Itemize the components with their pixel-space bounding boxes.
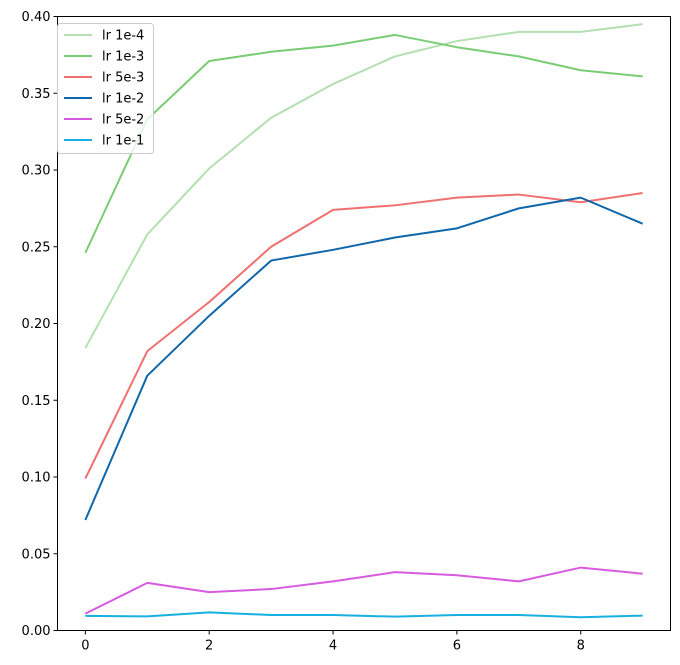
x-tick-label: 2 [205, 639, 213, 654]
series-line-lr-1e-3 [84, 33, 643, 254]
legend-label: lr 1e-3 [102, 50, 144, 65]
x-tick-label: 6 [453, 639, 461, 654]
series-line-lr-1e-2 [84, 196, 644, 521]
x-axis: 0 2 4 6 8 [81, 630, 585, 654]
y-axis: 0.00 0.05 0.10 0.15 0.20 0.25 0.30 0.35 0.40 [22, 10, 58, 639]
y-tick-label: 0.40 [22, 10, 51, 25]
y-tick-label: 0.00 [22, 624, 51, 639]
y-tick-label: 0.05 [22, 547, 51, 562]
legend-label: lr 1e-4 [102, 29, 144, 44]
y-tick-label: 0.25 [22, 240, 51, 255]
series-lines [84, 23, 644, 619]
series-line-lr-5e-2 [84, 566, 643, 615]
y-tick-label: 0.15 [22, 394, 51, 409]
y-tick-label: 0.20 [22, 317, 51, 332]
legend-label: lr 5e-3 [102, 71, 144, 86]
legend: lr 1e-4 lr 1e-3 lr 5e-3 lr 1e-2 lr 5e-2 lr 1e… [57, 23, 154, 154]
legend-label: lr 1e-2 [102, 92, 144, 107]
y-tick-label: 0.30 [22, 164, 51, 179]
series-line-lr-1e-4 [84, 23, 643, 349]
legend-label: lr 5e-2 [102, 113, 144, 128]
y-tick-label: 0.10 [22, 471, 51, 486]
x-tick-label: 8 [577, 639, 585, 654]
series-line-lr-1e-1 [85, 611, 643, 619]
legend-label: lr 1e-1 [102, 134, 144, 149]
series-line-lr-5e-3 [84, 192, 643, 479]
y-tick-label: 0.35 [22, 87, 51, 102]
x-tick-label: 4 [329, 639, 337, 654]
x-tick-label: 0 [81, 639, 89, 654]
